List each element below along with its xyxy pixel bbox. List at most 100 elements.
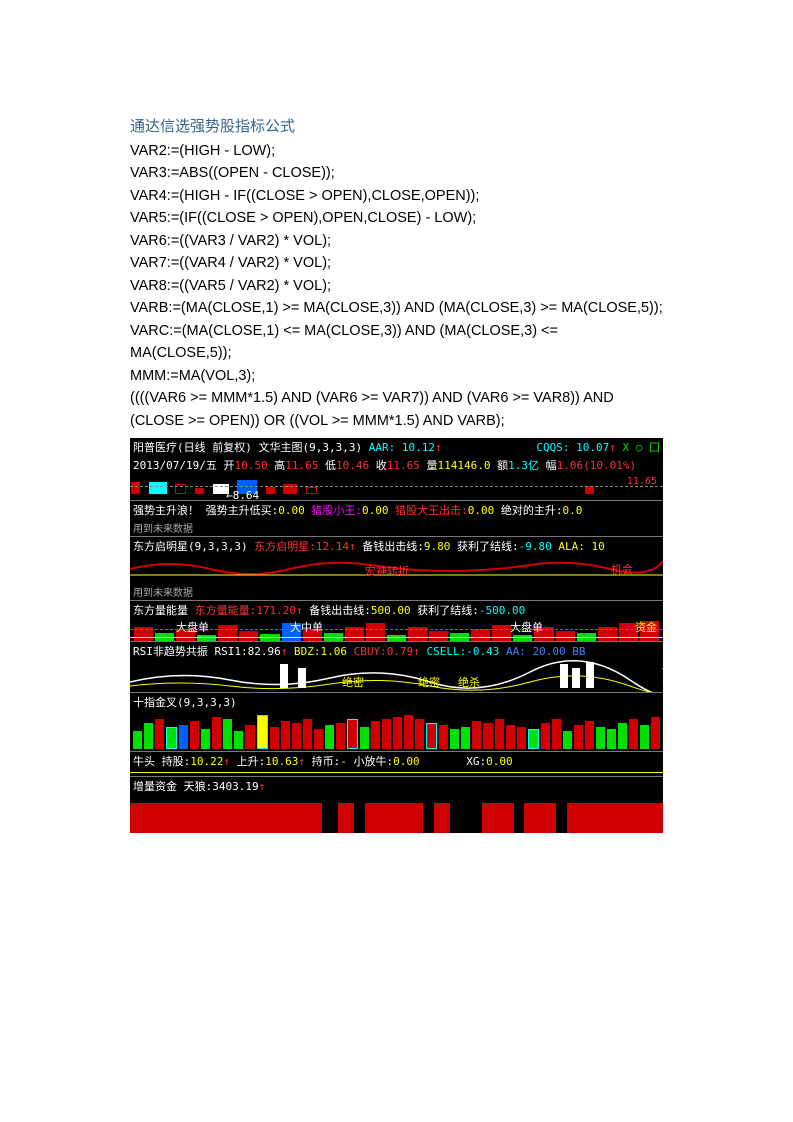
dfstar-s1: 东方启明星: <box>254 540 316 553</box>
dfstar-v2: 9.80 <box>424 540 451 553</box>
dfstar-v1: 12.14 <box>316 540 349 553</box>
bull-s2: 上升: <box>237 755 266 768</box>
panel-strong: 强势主升浪！ 强势主升低买:0.00 猎股小王:0.00 猎股大王出击:0.00… <box>130 500 663 519</box>
strong-2: 强势主升低买: <box>206 504 279 517</box>
panel-bull: 牛头 持股:10.22↑ 上升:10.63↑ 持币:- 小放牛:0.00 XG:… <box>130 751 663 770</box>
strong-4: 猎股大王出击: <box>395 504 468 517</box>
panel-tencross: 十指金叉(9,3,3,3) <box>130 692 663 711</box>
bull-v1: 10.22 <box>190 755 223 768</box>
vol-val: 114146.0 <box>437 459 490 472</box>
dfvol-ld: 资金 <box>635 619 657 635</box>
future-data-1: 用到未来数据 <box>130 519 663 536</box>
close-val: 11.65 <box>387 459 420 472</box>
bull-s1: 持股: <box>162 755 191 768</box>
open-label: 开 <box>223 459 234 472</box>
date: 2013/07/19/五 <box>133 459 217 472</box>
rsi-chart: 绝密 绝密 绝杀 <box>130 660 663 692</box>
panel-dongfang-star: 东方启明星(9,3,3,3) 东方启明星:12.14↑ 备钱出击线:9.80 获… <box>130 536 663 555</box>
strong-1: 强势主升浪！ <box>133 504 199 517</box>
rsi-ar3: ↑ <box>413 645 420 658</box>
rsi-s3: CBUY: <box>354 645 387 658</box>
strong-2v: 0.00 <box>278 504 305 517</box>
bull-s3: 持币: <box>312 755 341 768</box>
panel-dongfang-vol: 东方量能量 东方量能量:171.20↑ 备钱出击线:500.00 获利了结线:-… <box>130 600 663 619</box>
cqqs-label: CQQS: 10.07 <box>536 441 609 454</box>
dfvol-lb: 大中单 <box>290 619 323 635</box>
cap-v1: 3403.19 <box>212 780 258 793</box>
aar-arrow: ↑ <box>435 441 442 454</box>
stock-name: 阳普医疗(日线 前复权) 文华主图(9,3,3,3) <box>133 441 362 454</box>
rsi-v1: 82.96 <box>248 645 281 658</box>
low-label: 低 <box>325 459 336 472</box>
formula-block: VAR2:=(HIGH - LOW); VAR3:=ABS((OPEN - CL… <box>130 140 663 432</box>
open-val: 10.50 <box>234 459 267 472</box>
dfvol-lc: 大盘单 <box>510 619 543 635</box>
dfvol-s1: 东方量能量: <box>195 604 257 617</box>
aar-label: AAR: 10.12 <box>369 441 435 454</box>
stock-screenshot: 阳普医疗(日线 前复权) 文华主图(9,3,3,3) AAR: 10.12↑ C… <box>130 438 663 833</box>
dfvol-v1: 171.20 <box>256 604 296 617</box>
strong-3v: 0.00 <box>362 504 389 517</box>
arrow-label: ←8.64 <box>226 489 259 502</box>
high-val: 11.65 <box>285 459 318 472</box>
dfvol-bars: 大盘单 大中单 大盘单 资金 <box>130 619 663 641</box>
chart-header-1: 阳普医疗(日线 前复权) 文华主图(9,3,3,3) AAR: 10.12↑ C… <box>130 438 663 456</box>
dfstar-wave: 宏神转折 机会 <box>130 555 663 583</box>
rsi-v4: -0.43 <box>466 645 499 658</box>
doc-title: 通达信选强势股指标公式 <box>130 115 663 136</box>
panel-rsi: RSI非趋势共振 RSI1:82.96↑ BDZ:1.06 CBUY:0.79↑… <box>130 641 663 660</box>
bull-s5: XG: <box>466 755 486 768</box>
strong-5: 绝对的主升: <box>501 504 563 517</box>
tencross-bars <box>130 711 663 751</box>
chg-label: 幅 <box>546 459 557 472</box>
bull-name: 牛头 <box>133 755 155 768</box>
tencross-name: 十指金叉(9,3,3,3) <box>133 696 237 709</box>
dfvol-ar1: ↑ <box>296 604 303 617</box>
dfstar-s4: ALA: 10 <box>558 540 604 553</box>
dfstar-mid: 宏神转折 <box>365 563 409 579</box>
rsi-lc: 绝杀 <box>458 674 480 690</box>
dfvol-v3: -500.00 <box>479 604 525 617</box>
strong-5v: 0.0 <box>563 504 583 517</box>
candle-row: 11.65 ←8.64 <box>130 474 663 500</box>
rsi-v3: 0.79 <box>387 645 414 658</box>
rsi-name: RSI非趋势共振 <box>133 645 208 658</box>
bull-ar2: ↑ <box>298 755 305 768</box>
dfstar-v3: -9.80 <box>519 540 552 553</box>
window-controls[interactable]: X ○ 囗 <box>623 441 661 454</box>
rsi-lb: 绝密 <box>418 674 440 690</box>
close-label: 收 <box>376 459 387 472</box>
dfvol-la: 大盘单 <box>176 619 209 635</box>
chg-val: 1.06(10.01%) <box>557 459 636 472</box>
strong-3: 猎股小王: <box>311 504 362 517</box>
rsi-s5: AA: 20.00 BB <box>506 645 585 658</box>
rsi-s2: BDZ: <box>294 645 321 658</box>
dfvol-s3: 获利了结线: <box>417 604 479 617</box>
bull-ar1: ↑ <box>223 755 230 768</box>
amt-label: 额 <box>497 459 508 472</box>
dfvol-name: 东方量能量 <box>133 604 188 617</box>
dfstar-name: 东方启明星(9,3,3,3) <box>133 540 248 553</box>
strong-4v: 0.00 <box>468 504 495 517</box>
bull-v3: - <box>340 755 347 768</box>
cap-name: 增量资金 <box>133 780 177 793</box>
chart-header-2: 2013/07/19/五 开10.50 高11.65 低10.46 收11.65… <box>130 456 663 474</box>
low-val: 10.46 <box>336 459 369 472</box>
capital-band <box>130 795 663 833</box>
cap-s1: 天狼: <box>184 780 213 793</box>
cap-ar1: ↑ <box>259 780 266 793</box>
rsi-s1: RSI1: <box>215 645 248 658</box>
high-label: 高 <box>274 459 285 472</box>
dfstar-s2: 备钱出击线: <box>362 540 424 553</box>
dfstar-right: 机会 <box>611 561 633 577</box>
bull-v5: 0.00 <box>486 755 513 768</box>
rsi-v2: 1.06 <box>321 645 348 658</box>
panel-capital: 增量资金 天狼:3403.19↑ <box>130 776 663 795</box>
bull-v2: 10.63 <box>265 755 298 768</box>
rsi-la: 绝密 <box>342 674 364 690</box>
dfstar-s3: 获利了结线: <box>457 540 519 553</box>
cqqs-arrow: ↑ <box>609 441 616 454</box>
vol-label: 量 <box>426 459 437 472</box>
bull-s4: 小放牛: <box>354 755 394 768</box>
dfvol-v2: 500.00 <box>371 604 411 617</box>
